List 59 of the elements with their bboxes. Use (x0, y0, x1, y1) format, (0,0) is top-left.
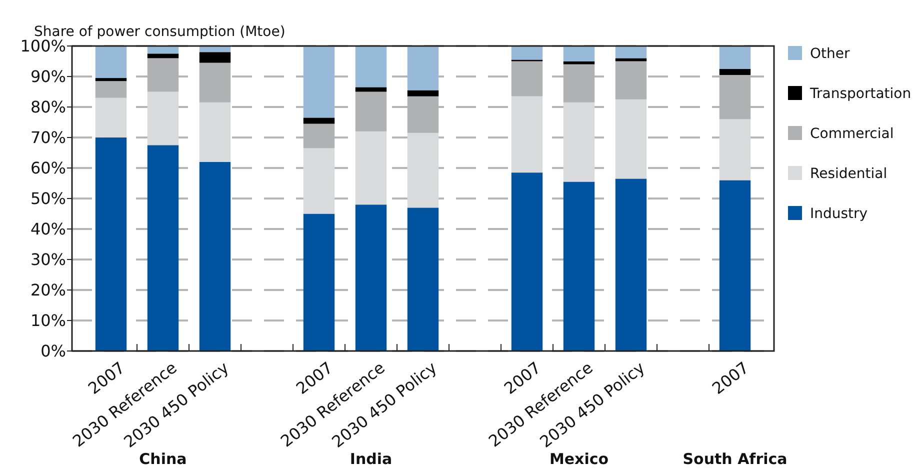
bar (95, 81, 127, 98)
bar (303, 46, 335, 118)
y-tick-label: 30% (30, 250, 66, 270)
bar (355, 131, 387, 205)
y-tick-label: 20% (30, 280, 66, 300)
bar (511, 61, 543, 96)
bar (95, 46, 127, 78)
bar (615, 58, 647, 62)
bar (303, 148, 335, 214)
bar (303, 214, 335, 351)
bar (95, 98, 127, 138)
bar (199, 52, 231, 63)
bar (719, 119, 751, 180)
bar (563, 46, 595, 62)
legend-label: Transportation (809, 86, 912, 102)
bar (511, 172, 543, 351)
bar (95, 78, 127, 82)
bar (147, 54, 179, 58)
bar (719, 68, 751, 75)
bar (563, 182, 595, 351)
legend-label: Industry (810, 206, 868, 222)
text: South Africa (682, 450, 788, 468)
y-tick-label: 70% (30, 128, 66, 148)
legend-label: Commercial (810, 126, 894, 142)
bar (719, 46, 751, 69)
bar (511, 96, 543, 173)
bar (147, 92, 179, 146)
y-tick-label: 90% (30, 67, 66, 86)
y-tick-label: 0% (40, 342, 66, 361)
legend-label: Residential (810, 166, 888, 182)
y-tick-label: 40% (30, 220, 66, 239)
bar (199, 162, 231, 351)
bar (563, 102, 595, 182)
bar (615, 99, 647, 179)
bar (407, 132, 439, 208)
bar (355, 46, 387, 88)
bar (511, 46, 543, 60)
bar (563, 61, 595, 64)
bar (615, 178, 647, 351)
bar (355, 87, 387, 92)
bar (355, 92, 387, 132)
bar (303, 118, 335, 124)
text: India (350, 450, 392, 468)
y-tick-label: 50% (30, 189, 66, 208)
bar (199, 102, 231, 162)
y-tick-label: 10% (30, 311, 66, 330)
bar (407, 208, 439, 351)
y-tick-label: 80% (30, 98, 66, 117)
text: China (139, 450, 187, 468)
y-tick-label: 60% (30, 158, 66, 178)
bar (147, 145, 179, 351)
bar (615, 46, 647, 58)
text: Mexico (549, 450, 609, 468)
legend-label: Other (810, 46, 850, 62)
bar (95, 138, 127, 351)
bar (719, 180, 751, 351)
bar (407, 90, 439, 96)
bar (355, 204, 387, 351)
bar (407, 46, 439, 90)
